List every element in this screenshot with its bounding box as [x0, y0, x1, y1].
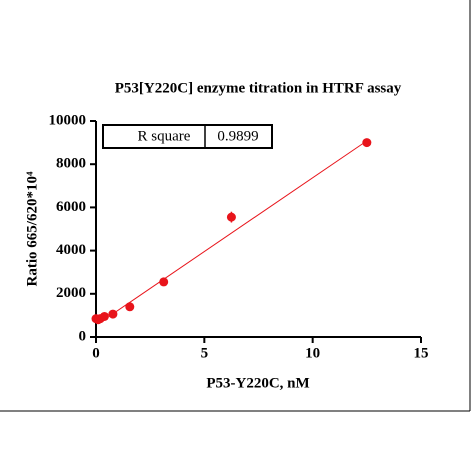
stats-table	[102, 124, 273, 149]
data-point	[159, 277, 169, 287]
y-tick-label: 6000	[56, 199, 86, 215]
y-axis-label: Ratio 665/620*10⁴	[24, 171, 40, 286]
y-tick-label: 0	[79, 328, 87, 344]
y-tick-label: 10000	[49, 112, 87, 128]
table-label: R square	[138, 128, 191, 144]
data-point	[108, 309, 118, 319]
fit-line	[108, 140, 368, 317]
x-tick-label: 15	[414, 345, 429, 361]
x-tick-label: 0	[92, 345, 100, 361]
chart-title: P53[Y220C] enzyme titration in HTRF assa…	[115, 80, 402, 96]
x-axis-label: P53-Y220C, nM	[206, 375, 309, 391]
data-point	[125, 302, 135, 312]
data-point	[226, 212, 236, 222]
x-tick-label: 5	[201, 345, 209, 361]
y-tick-label: 2000	[56, 285, 86, 301]
data-point	[99, 311, 109, 321]
y-tick-label: 4000	[56, 242, 86, 258]
data-point	[362, 138, 372, 148]
table-value: 0.9899	[217, 128, 258, 144]
y-tick-label: 8000	[56, 156, 86, 172]
x-tick-label: 10	[305, 345, 320, 361]
